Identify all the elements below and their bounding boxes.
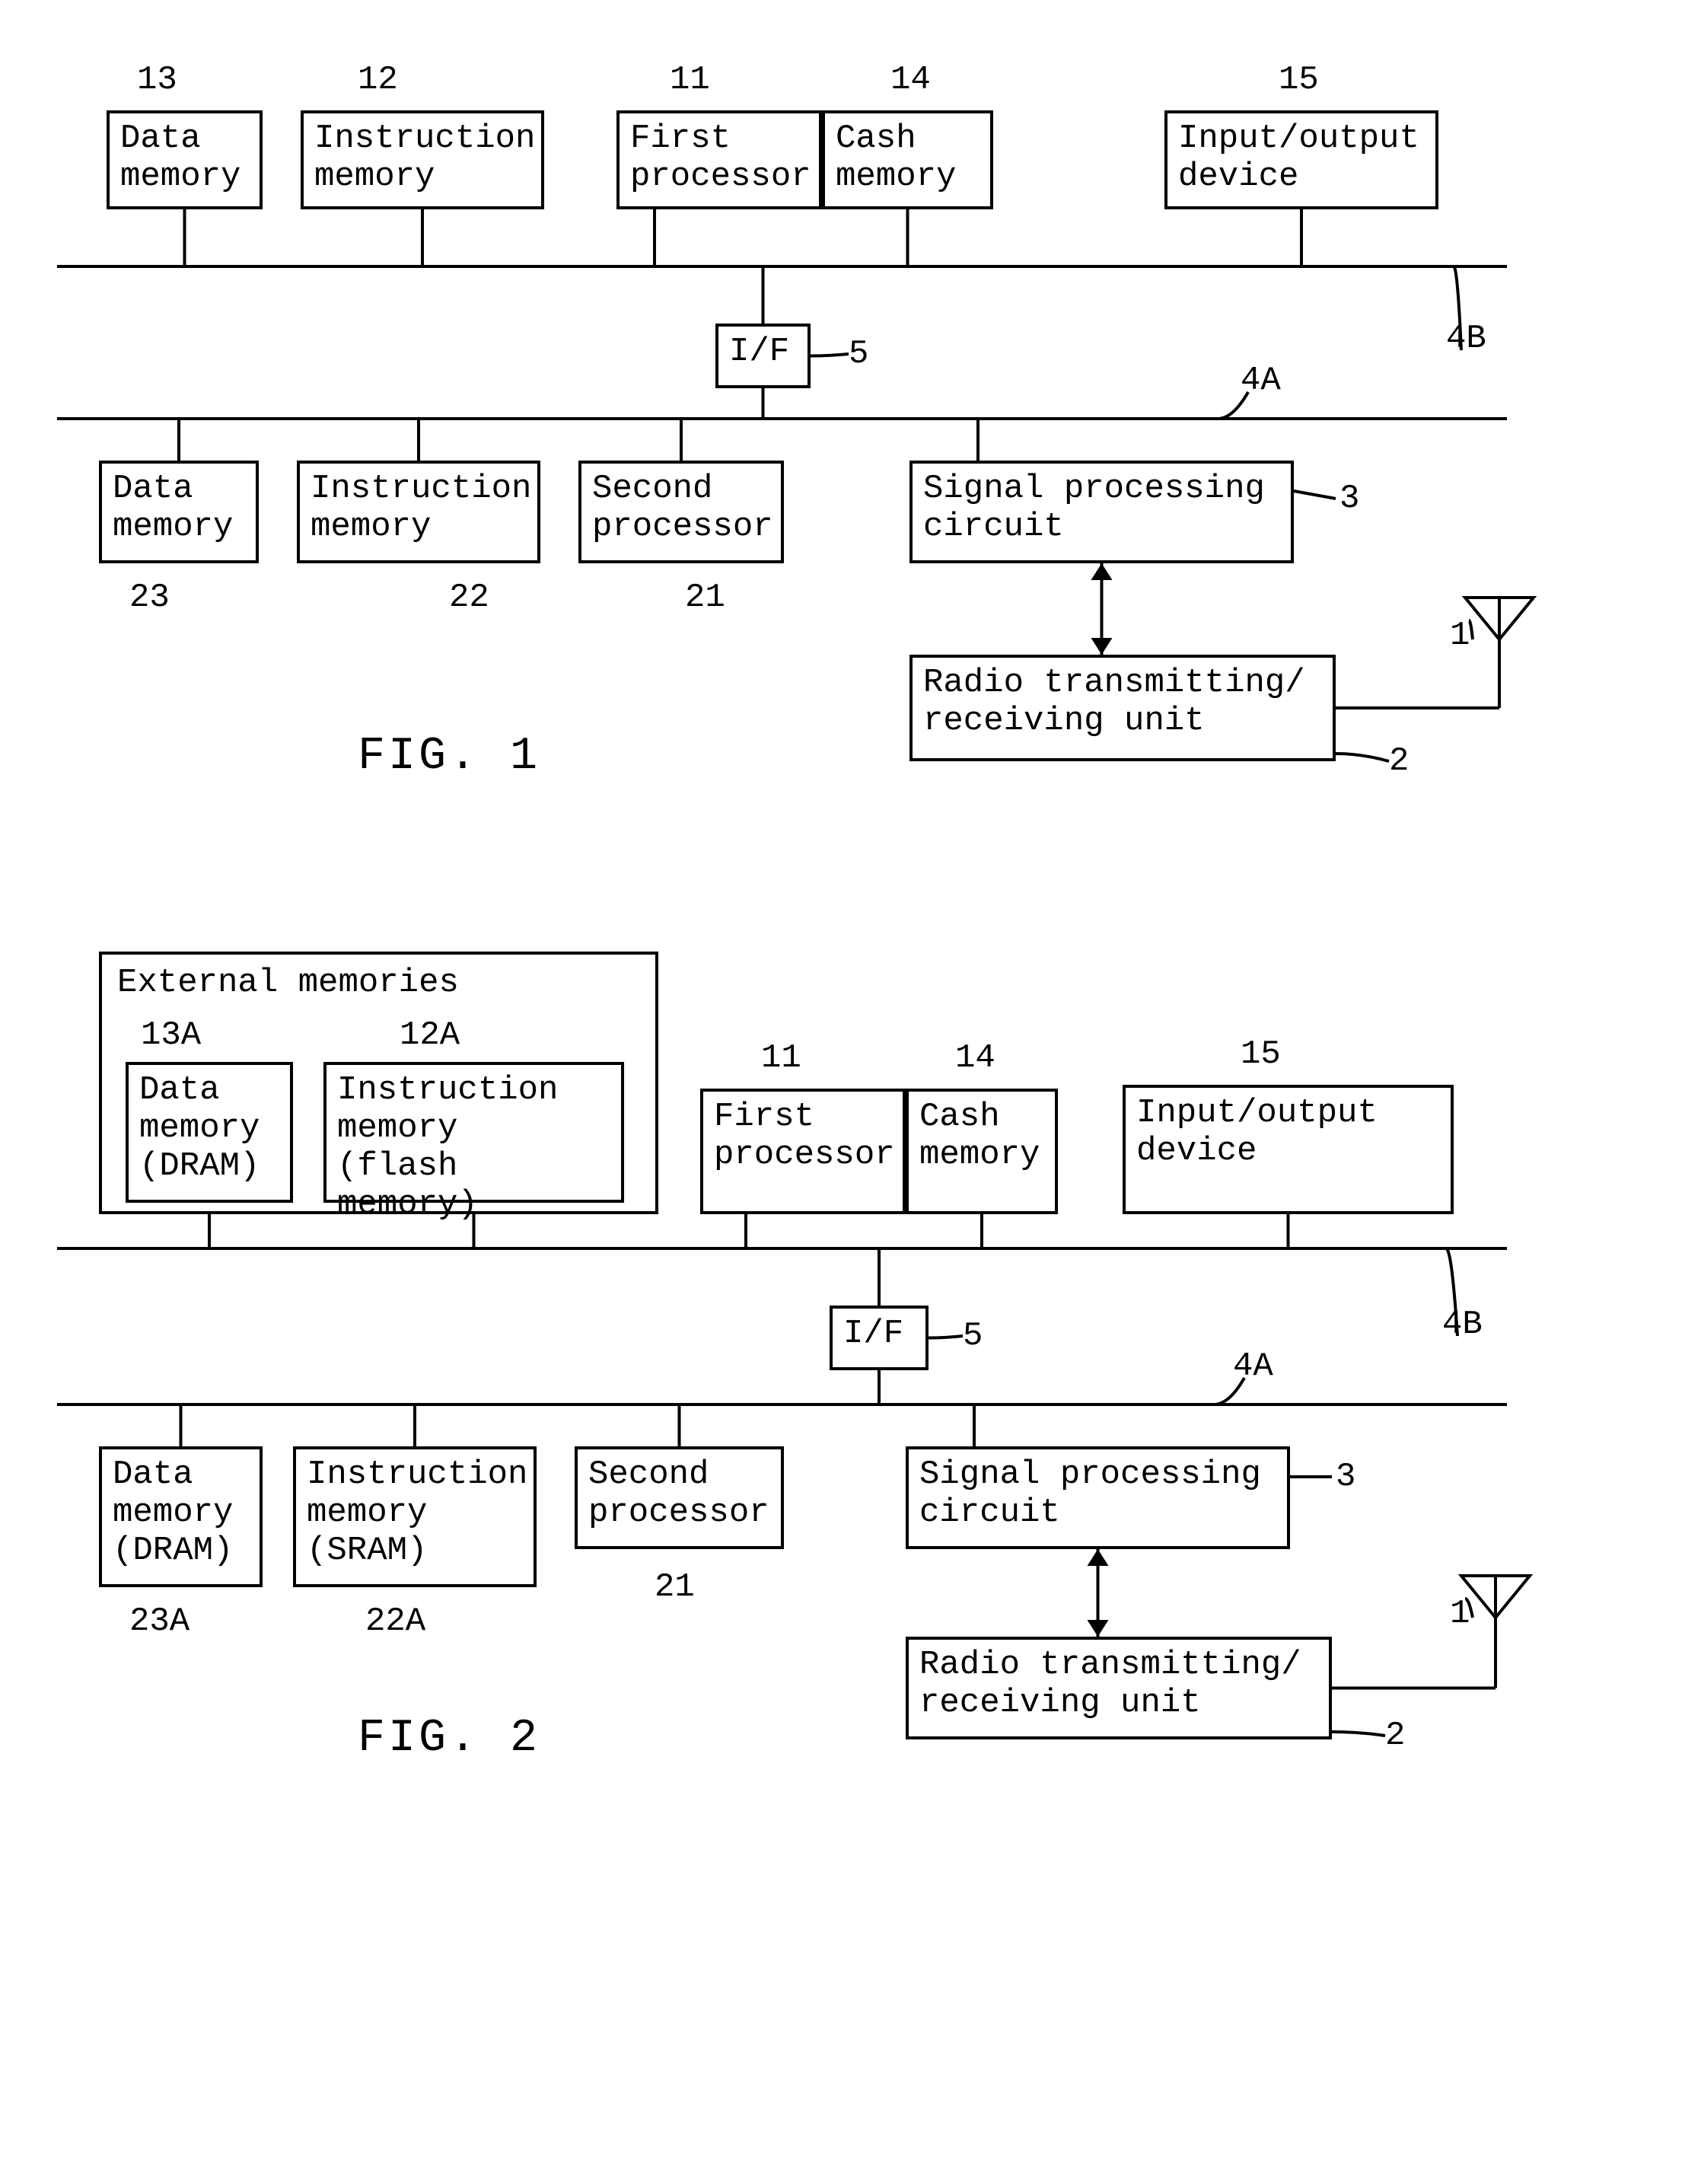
ref-3: 3 (1339, 480, 1359, 518)
io_device_15: Input/output device (1123, 1085, 1454, 1214)
ref-4B: 4B (1446, 320, 1486, 358)
ref-15: 15 (1241, 1035, 1281, 1073)
io_device_15: Input/output device (1164, 110, 1438, 209)
ref-5: 5 (963, 1317, 983, 1355)
data_memory_23A: Data memory (DRAM) (99, 1446, 263, 1587)
ref-1: 1 (1450, 617, 1470, 655)
ref-3: 3 (1336, 1458, 1355, 1496)
signal_processing_3: Signal processing circuit (906, 1446, 1290, 1549)
ref-13: 13 (137, 61, 177, 99)
if_5: I/F (830, 1306, 929, 1370)
ref-14: 14 (955, 1039, 995, 1077)
first_processor_11: First processor (616, 110, 822, 209)
ref-21: 21 (655, 1568, 695, 1606)
ref-4B: 4B (1442, 1306, 1483, 1344)
ref-2: 2 (1389, 742, 1409, 780)
ref-11: 11 (761, 1039, 801, 1077)
instruction_memory_12A: Instruction memory (flash memory) (323, 1062, 624, 1203)
ref-4A: 4A (1241, 362, 1281, 400)
data_memory_23: Data memory (99, 461, 259, 563)
second_processor_21: Second processor (578, 461, 784, 563)
ref-22: 22 (449, 579, 489, 617)
second_processor_21: Second processor (575, 1446, 784, 1549)
figure-1: Data memory Instruction memory First proce… (30, 30, 1667, 830)
data_memory_13A: Data memory (DRAM) (126, 1062, 293, 1203)
ref-22A: 22A (365, 1602, 425, 1640)
instruction_memory_12: Instruction memory (301, 110, 544, 209)
cash_memory_14: Cash memory (822, 110, 993, 209)
radio_unit_2: Radio transmitting/ receiving unit (909, 655, 1336, 761)
cash_memory_14: Cash memory (906, 1089, 1058, 1214)
ref-2: 2 (1385, 1717, 1405, 1755)
signal_processing_3: Signal processing circuit (909, 461, 1294, 563)
ref-23: 23 (129, 579, 170, 617)
ref-12A: 12A (400, 1016, 460, 1054)
ref-21: 21 (685, 579, 725, 617)
ref-4A: 4A (1233, 1347, 1273, 1385)
instruction_memory_22: Instruction memory (297, 461, 540, 563)
fig1-title: FIG. 1 (358, 731, 540, 783)
ref-13A: 13A (141, 1016, 201, 1054)
ref-11: 11 (670, 61, 710, 99)
ref-14: 14 (890, 61, 931, 99)
ref-15: 15 (1279, 61, 1319, 99)
fig2-title: FIG. 2 (358, 1713, 540, 1765)
ref-23A: 23A (129, 1602, 190, 1640)
figure-2: External memoriesData memory (DRAM)Instr… (30, 921, 1667, 1797)
first_processor_11: First processor (700, 1089, 906, 1214)
instruction_memory_22A: Instruction memory (SRAM) (293, 1446, 537, 1587)
radio_unit_2: Radio transmitting/ receiving unit (906, 1637, 1332, 1739)
ref-1: 1 (1450, 1595, 1470, 1633)
ref-12: 12 (358, 61, 398, 99)
ref-5: 5 (849, 335, 868, 373)
if_5: I/F (715, 324, 811, 388)
data_memory_13: Data memory (107, 110, 263, 209)
